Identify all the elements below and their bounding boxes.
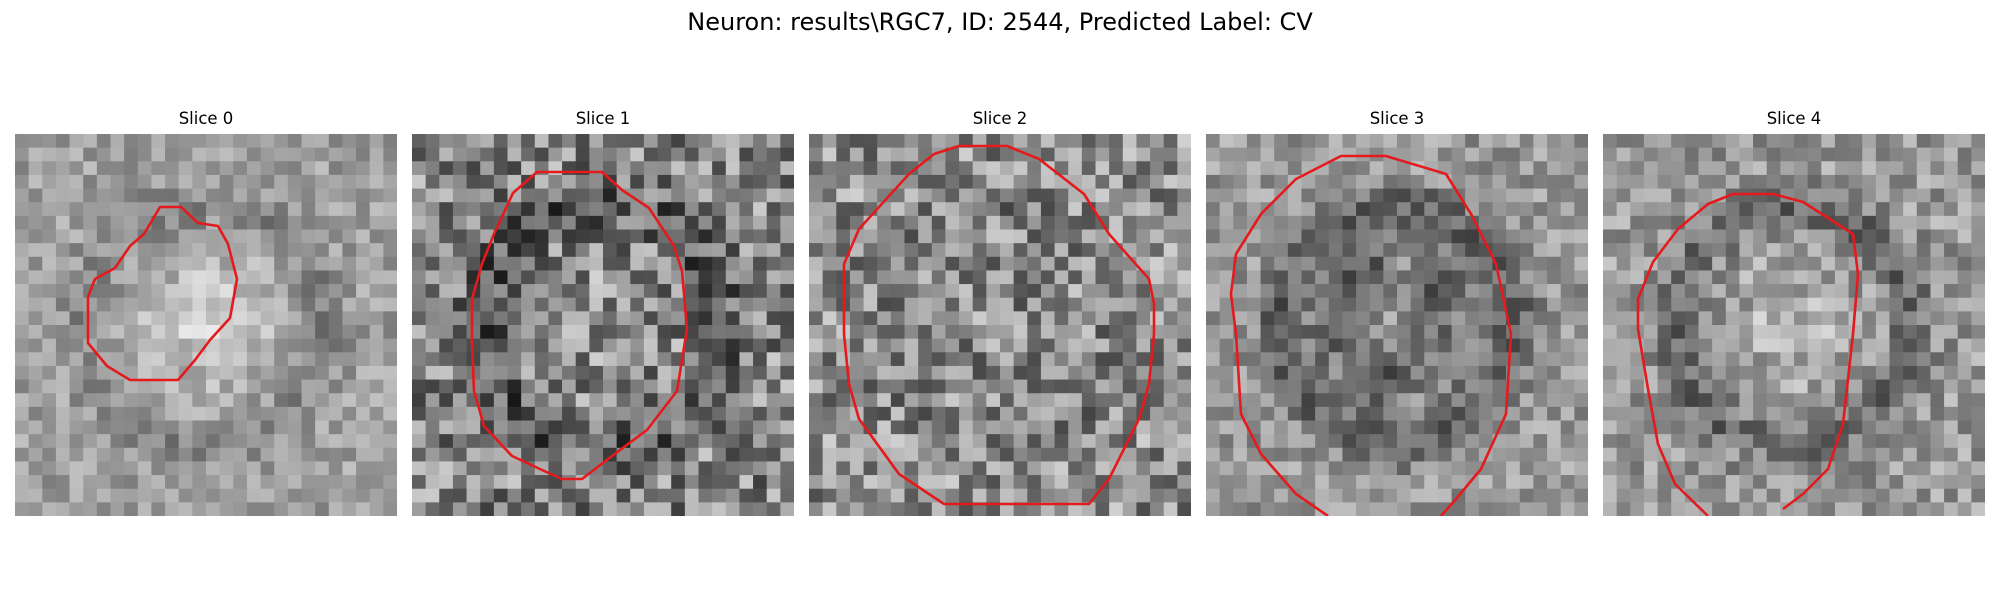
panel-title-slice-3: Slice 3: [1369, 109, 1425, 128]
slice-0-pixel-grid: [15, 134, 397, 516]
slice-3-pixel-grid: [1206, 134, 1588, 516]
panel-title-slice-1: Slice 1: [575, 109, 631, 128]
slice-2-image: [809, 134, 1191, 516]
slice-4-image: [1603, 134, 1985, 516]
slice-0-contour: [86, 205, 239, 382]
slice-0-image: [15, 134, 397, 516]
slice-4-contour: [1636, 192, 1860, 516]
panel-title-slice-4: Slice 4: [1766, 109, 1822, 128]
slice-3-contour: [1229, 154, 1513, 516]
panel-title-slice-2: Slice 2: [972, 109, 1028, 128]
slice-1-contour: [470, 170, 689, 481]
slice-3-image: [1206, 134, 1588, 516]
slice-1-pixel-grid: [412, 134, 794, 516]
figure-title: Neuron: results\RGC7, ID: 2544, Predicte…: [687, 8, 1313, 36]
slice-2-contour: [842, 144, 1156, 506]
slice-4-pixel-grid: [1603, 134, 1985, 516]
slice-2-pixel-grid: [809, 134, 1191, 516]
panel-title-slice-0: Slice 0: [178, 109, 234, 128]
slice-1-image: [412, 134, 794, 516]
